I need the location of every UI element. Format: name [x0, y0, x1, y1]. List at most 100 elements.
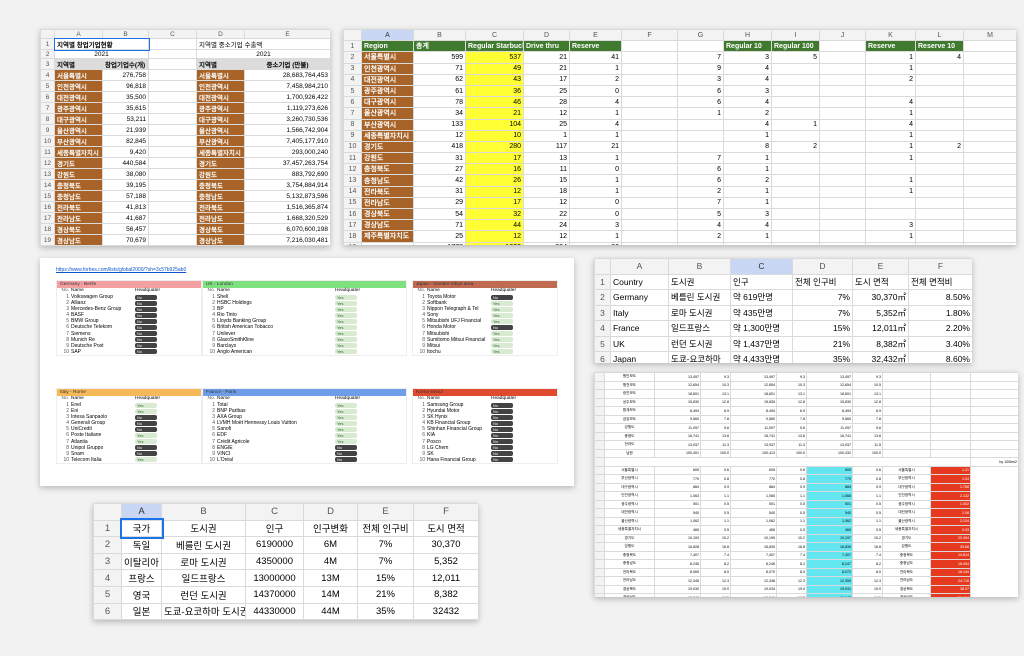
cell[interactable]: 부산광역시: [604, 474, 655, 484]
cell[interactable]: 1.1: [776, 491, 807, 501]
cell[interactable]: 서울특별시: [604, 465, 655, 475]
empty-cell[interactable]: [963, 107, 1016, 120]
value-cell[interactable]: [771, 107, 820, 120]
empty-cell[interactable]: [148, 179, 197, 192]
company-name[interactable]: Enel: [71, 402, 82, 408]
total-cell[interactable]: 1778: [413, 241, 466, 245]
empty-cell[interactable]: [148, 91, 197, 104]
headquarter-dropdown[interactable]: Yes: [491, 349, 513, 355]
value-cell[interactable]: [819, 152, 866, 165]
cell[interactable]: 0.6: [852, 465, 883, 475]
value-cell[interactable]: 53,211: [102, 113, 149, 126]
cell[interactable]: 1,062: [806, 516, 853, 526]
value-cell[interactable]: [819, 140, 866, 154]
header-cell[interactable]: Regular Starbucks: [465, 40, 524, 53]
headquarter-dropdown[interactable]: No: [335, 451, 357, 457]
value-cell[interactable]: 1: [865, 129, 916, 142]
headquarter-dropdown[interactable]: No: [135, 294, 157, 300]
value-cell[interactable]: 21,939: [102, 124, 149, 137]
cell[interactable]: 8,246: [730, 559, 777, 569]
value-cell[interactable]: 6: [677, 84, 724, 98]
value-cell[interactable]: [819, 129, 866, 142]
cell[interactable]: 13.6: [852, 431, 883, 441]
cell[interactable]: 501: [654, 499, 701, 509]
cell[interactable]: 0.5: [700, 499, 731, 509]
cell[interactable]: 세종특별자치시: [882, 525, 931, 535]
empty-cell[interactable]: [148, 223, 197, 236]
value-cell[interactable]: 62: [413, 73, 466, 86]
headquarter-dropdown[interactable]: Yes: [491, 331, 513, 337]
value-cell[interactable]: [621, 118, 678, 131]
cell[interactable]: 540: [806, 508, 853, 518]
cell[interactable]: 10.3: [776, 380, 807, 390]
cell[interactable]: 13.6: [776, 431, 807, 441]
value-cell[interactable]: 1: [569, 107, 622, 120]
company-name[interactable]: Sumitomo Mitsui Financial: [427, 336, 486, 343]
empty-cell[interactable]: [148, 168, 197, 181]
value-cell[interactable]: [865, 196, 916, 210]
headquarter-dropdown[interactable]: No: [135, 451, 157, 457]
column-header[interactable]: D: [303, 503, 358, 521]
value-cell[interactable]: 35,615: [102, 102, 149, 115]
headquarter-dropdown[interactable]: No: [491, 325, 513, 331]
cell[interactable]: 1.768: [930, 482, 971, 492]
column-header[interactable]: [343, 29, 362, 42]
cell[interactable]: 11,097: [806, 423, 853, 433]
cell[interactable]: 8.0: [776, 567, 807, 577]
value-cell[interactable]: 54: [413, 207, 466, 221]
cell[interactable]: 광주광역시: [604, 499, 655, 509]
value-cell[interactable]: 61: [413, 84, 466, 98]
value-cell[interactable]: 78: [413, 96, 466, 109]
value-cell[interactable]: 6,070,600,198: [244, 223, 330, 236]
empty-cell[interactable]: [148, 201, 197, 214]
value-cell[interactable]: 96,818: [102, 80, 149, 93]
value-cell[interactable]: [621, 84, 678, 98]
cell[interactable]: 1.1: [700, 516, 731, 526]
column-header[interactable]: E: [357, 503, 414, 521]
cell[interactable]: 런던 도시권: [161, 585, 246, 604]
cell[interactable]: 1,062: [730, 516, 777, 526]
region-cell[interactable]: 전라남도: [54, 212, 103, 225]
cell[interactable]: 19,030: [654, 584, 701, 594]
value-cell[interactable]: [771, 185, 820, 198]
value-cell[interactable]: 1: [865, 185, 916, 198]
headquarter-dropdown[interactable]: Yes: [335, 349, 357, 355]
headquarter-dropdown[interactable]: No: [491, 439, 513, 445]
header-cell[interactable]: 인구변화: [303, 519, 358, 538]
company-name[interactable]: Deutsche Post: [71, 342, 104, 349]
cell[interactable]: 16.8: [852, 542, 883, 552]
empty-cell[interactable]: [970, 380, 1018, 390]
cell[interactable]: 16.144: [930, 567, 971, 577]
cell[interactable]: Italy: [610, 304, 669, 321]
empty-cell[interactable]: [970, 372, 1018, 382]
value-cell[interactable]: 32: [465, 207, 524, 221]
value-cell[interactable]: [915, 207, 964, 221]
cell[interactable]: 1.002: [930, 499, 971, 509]
value-cell[interactable]: 1: [723, 185, 772, 198]
cell[interactable]: 19.0: [700, 584, 731, 594]
region-cell[interactable]: 부산광역시: [361, 118, 414, 131]
cell[interactable]: 전라북도: [604, 567, 655, 577]
value-cell[interactable]: [621, 107, 678, 120]
cell[interactable]: 10,193: [654, 533, 701, 543]
cell[interactable]: 12,348: [730, 576, 777, 586]
value-cell[interactable]: 27: [413, 163, 466, 176]
cell[interactable]: 884: [730, 482, 777, 492]
value-cell[interactable]: 4: [677, 219, 724, 232]
region-cell[interactable]: 전라북도: [196, 201, 245, 214]
value-cell[interactable]: [621, 129, 678, 142]
cell[interactable]: 16,741: [730, 431, 777, 441]
cell[interactable]: 16,830: [730, 542, 777, 552]
cell[interactable]: 100,432: [806, 448, 853, 458]
value-cell[interactable]: 12: [523, 230, 570, 243]
value-cell[interactable]: 7,458,984,210: [244, 80, 330, 93]
company-name[interactable]: Mitsubishi: [427, 330, 450, 337]
cell[interactable]: Germany: [610, 289, 669, 306]
cell[interactable]: 13000000: [245, 569, 304, 587]
cell[interactable]: 인천광역시: [882, 491, 931, 501]
cell[interactable]: 10.2: [852, 533, 883, 543]
value-cell[interactable]: [621, 230, 678, 243]
headquarter-dropdown[interactable]: Yes: [491, 343, 513, 349]
value-cell[interactable]: 42: [413, 174, 466, 187]
value-cell[interactable]: 1,119,273,626: [244, 102, 330, 115]
